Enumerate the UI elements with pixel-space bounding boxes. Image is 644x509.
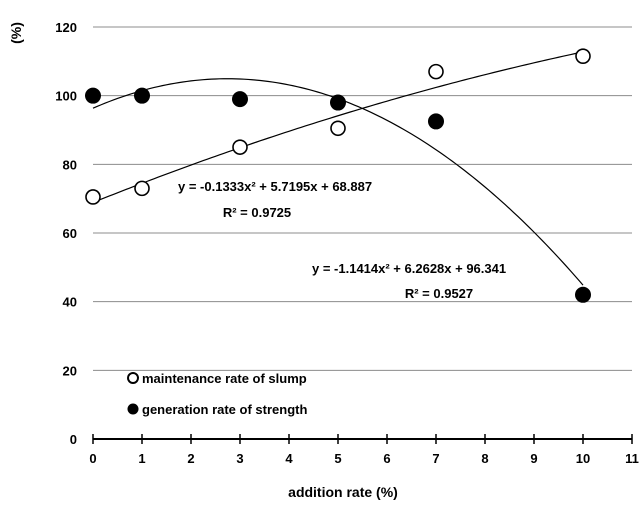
slump-trend-r-squared: R² = 0.9725 [223, 205, 291, 220]
strength-point [134, 87, 150, 104]
axes: 0 20 40 60 80 100 120 0 1 2 3 4 5 6 7 8 9 10 11 [55, 20, 639, 466]
strength-point [232, 91, 248, 108]
y-tick-label: 20 [63, 363, 77, 378]
y-tick-label: 100 [55, 89, 77, 104]
legend: maintenance rate of slump generation rat… [127, 371, 307, 417]
slump-point [575, 48, 591, 64]
trendlines [92, 51, 584, 286]
x-tick-label: 6 [383, 451, 390, 466]
legend-strength-label: generation rate of strength [142, 402, 307, 417]
legend-slump-label: maintenance rate of slump [142, 371, 307, 386]
slump-point [85, 189, 101, 205]
legend-open-circle-marker [127, 372, 139, 384]
strength-point [85, 87, 101, 104]
strength-trend-equation: y = -1.1414x² + 6.2628x + 96.341 [312, 261, 506, 276]
x-tick-label: 3 [236, 451, 243, 466]
x-tick-label: 9 [530, 451, 537, 466]
y-tick-label: 60 [63, 226, 77, 241]
y-tick-label: 0 [70, 432, 77, 447]
slump-trendline [92, 51, 584, 204]
slump-point [232, 139, 248, 155]
x-axis-title: addition rate (%) [288, 484, 398, 500]
data-points [85, 48, 591, 303]
x-tick-label: 10 [576, 451, 590, 466]
x-tick-label: 5 [334, 451, 341, 466]
slump-point [428, 63, 444, 80]
y-tick-label: 120 [55, 20, 77, 35]
strength-trend-r-squared: R² = 0.9527 [405, 286, 473, 301]
grid-lines [93, 26, 632, 371]
strength-point [330, 94, 346, 111]
strength-point [428, 113, 444, 130]
y-axis-title: (%) [8, 22, 24, 44]
x-tick-label: 11 [625, 451, 639, 466]
x-tick-label: 4 [285, 451, 293, 466]
x-tick-label: 0 [89, 451, 96, 466]
slump-point [134, 180, 150, 197]
slump-point [330, 120, 346, 137]
legend-filled-circle-marker [127, 403, 139, 415]
x-tick-label: 1 [138, 451, 145, 466]
y-tick-label: 80 [63, 157, 77, 172]
x-tick-label: 7 [432, 451, 439, 466]
x-tick-label: 2 [187, 451, 194, 466]
x-tick-label: 8 [481, 451, 488, 466]
strength-point [575, 286, 591, 303]
y-tick-label: 40 [63, 295, 77, 310]
slump-trend-equation: y = -0.1333x² + 5.7195x + 68.887 [178, 179, 372, 194]
